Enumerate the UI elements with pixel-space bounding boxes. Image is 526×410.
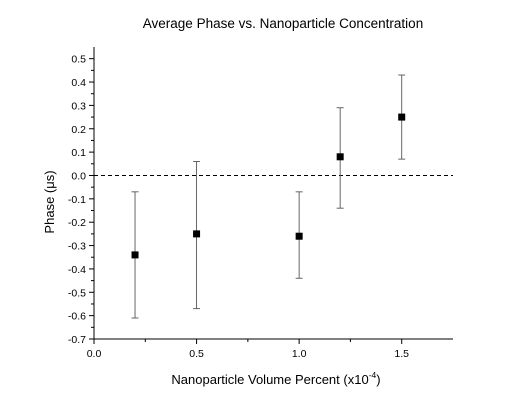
x-tick-label: 0.5 [189, 348, 204, 360]
y-tick-label: -0.1 [68, 194, 86, 206]
x-axis-label-main: Nanoparticle Volume Percent (x10 [171, 372, 368, 387]
data-point [295, 232, 303, 240]
data-point [398, 113, 406, 121]
x-axis-label: Nanoparticle Volume Percent (x10-4) [171, 370, 380, 387]
y-tick-label: 0.0 [71, 170, 86, 182]
x-axis-label-close: ) [376, 372, 380, 387]
y-tick-label: 0.1 [71, 147, 86, 159]
y-tick-label: 0.2 [71, 124, 86, 136]
x-tick-label: 1.5 [394, 348, 409, 360]
y-tick-label: -0.6 [68, 311, 86, 323]
y-tick-label: -0.2 [68, 217, 86, 229]
y-tick-label: 0.3 [71, 100, 86, 112]
x-axis-label-exponent: -4 [369, 370, 377, 380]
y-tick-label: -0.3 [68, 241, 86, 253]
x-tick-label: 1.0 [292, 348, 307, 360]
y-tick-label: -0.5 [68, 287, 86, 299]
y-tick-label: 0.5 [71, 54, 86, 66]
y-tick-label: -0.7 [68, 334, 86, 346]
x-tick-label: 0.0 [87, 348, 102, 360]
data-point [336, 153, 344, 161]
y-tick-label: -0.4 [68, 264, 86, 276]
data-point [131, 251, 139, 259]
data-point [193, 230, 201, 238]
y-axis-label: Phase (μs) [42, 170, 57, 233]
plot-area: -0.7 -0.6 -0.5 -0.4 -0.3 -0.2 -0.1 0.0 0.1 0.2 0.3… [68, 47, 453, 360]
y-tick-label: 0.4 [71, 77, 86, 89]
chart-title: Average Phase vs. Nanoparticle Concentra… [143, 16, 423, 31]
